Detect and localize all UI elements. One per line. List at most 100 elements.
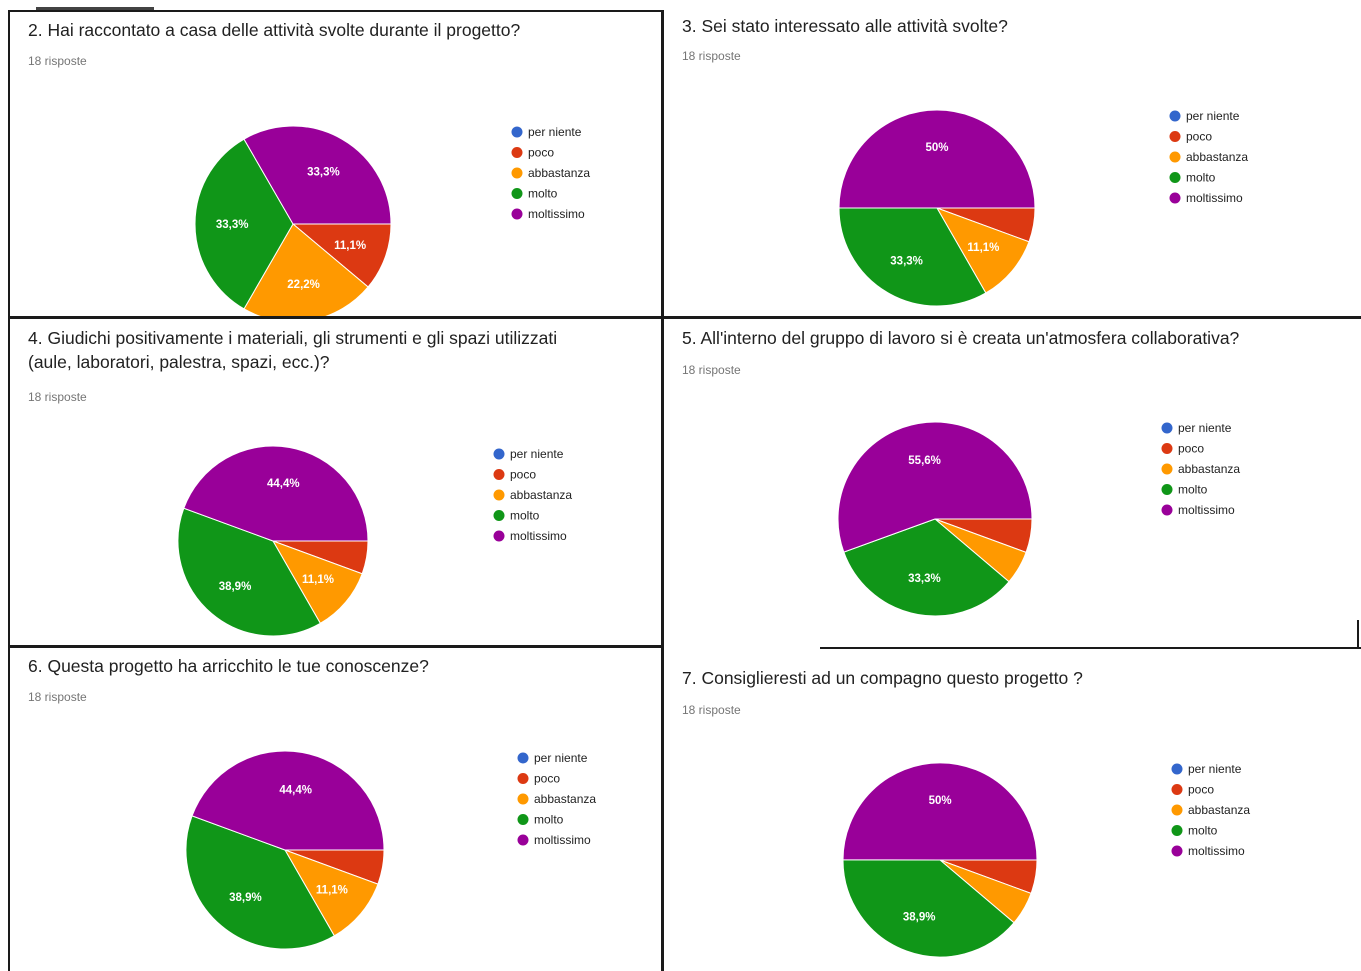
legend-swatch: [1171, 763, 1183, 775]
question-title: 7. Consiglieresti ad un compagno questo …: [682, 668, 1083, 688]
legend-swatch: [1169, 110, 1181, 122]
pie-slice-abbastanza: [935, 207, 1030, 294]
slice-data-label: 38,9%: [219, 581, 252, 593]
pie-chart: 11,1% 22,2% 33,3% 33,3% per niente poco abbast…: [194, 125, 590, 316]
legend-swatch: [1161, 443, 1173, 454]
slice-data-label: 33,3%: [908, 573, 941, 585]
chart-panel-5: 5. All'interno del gruppo di lavoro si è…: [664, 320, 1361, 645]
pie-slice-molto: [838, 207, 987, 307]
table-border: [8, 10, 661, 12]
legend-swatch: [1171, 804, 1183, 816]
table-border: [8, 645, 661, 648]
legend-label: abbastanza: [1186, 150, 1248, 164]
pie-slice-moltissimo: [838, 109, 1036, 209]
legend-label: abbastanza: [534, 792, 596, 806]
legend-label: per niente: [534, 751, 588, 765]
slice-data-label: 33,3%: [216, 219, 249, 231]
legend-swatch: [511, 126, 523, 138]
slice-data-label: 38,9%: [229, 892, 262, 904]
legend-swatch: [493, 510, 505, 521]
legend-label: moltissimo: [510, 529, 567, 543]
legend-swatch: [493, 469, 505, 480]
chart-panel-7: 7. Consiglieresti ad un compagno questo …: [664, 648, 1361, 971]
legend-label: per niente: [1186, 109, 1240, 123]
pie-slice-poco: [291, 223, 392, 288]
pie-slice-moltissimo: [243, 125, 392, 225]
pie-chart: 11,1% 33,3% 50% per niente poco abbastanza mol…: [838, 109, 1248, 307]
slice-data-label: 50%: [929, 795, 952, 807]
legend-swatch: [1161, 463, 1173, 475]
legend-swatch: [1169, 172, 1181, 183]
slice-data-label: 50%: [925, 142, 948, 154]
slice-data-label: 44,4%: [279, 785, 312, 797]
legend-swatch: [517, 793, 529, 805]
pie-slice-abbastanza: [283, 849, 379, 937]
legend-swatch: [1169, 131, 1181, 142]
legend-swatch: [517, 834, 529, 846]
cropped-heading-fragment: [0, 0, 160, 10]
legend-swatch: [1169, 151, 1181, 163]
legend-swatch: [1169, 192, 1181, 204]
legend-swatch: [1171, 825, 1183, 836]
slice-data-label: 33,3%: [307, 166, 340, 178]
legend-label: poco: [1188, 783, 1214, 797]
pie-slice-molto: [842, 859, 1015, 958]
table-border: [1357, 620, 1359, 648]
table-border: [820, 647, 1361, 649]
slice-data-label: 11,1%: [302, 574, 334, 586]
question-title: 6. Questa progetto ha arricchito le tue …: [28, 656, 429, 676]
legend-label: molto: [1188, 824, 1218, 838]
legend-label: molto: [534, 813, 564, 827]
legend-label: molto: [1186, 171, 1216, 185]
legend-swatch: [517, 752, 529, 764]
chart-panel-2: 2. Hai raccontato a casa delle attività …: [10, 12, 661, 316]
question-title: 5. All'interno del gruppo di lavoro si è…: [682, 328, 1240, 348]
legend-label: abbastanza: [1188, 803, 1250, 817]
legend-label: abbastanza: [1178, 462, 1240, 476]
legend-label: moltissimo: [1178, 503, 1235, 517]
legend-swatch: [517, 773, 529, 784]
response-count: 18 risposte: [28, 690, 87, 704]
response-count: 18 risposte: [28, 54, 87, 68]
slice-data-label: 38,9%: [903, 911, 936, 923]
legend-swatch: [511, 208, 523, 220]
pie-chart: 38,9% 50% per niente poco abbastanza molto mol…: [842, 762, 1250, 958]
legend-swatch: [517, 814, 529, 825]
response-count: 18 risposte: [682, 363, 741, 377]
legend-label: molto: [528, 187, 558, 201]
pie-slice-molto: [185, 815, 336, 950]
pie-slice-abbastanza: [243, 223, 369, 316]
chart-panel-4: 4. Giudichi positivamente i materiali, g…: [10, 320, 661, 645]
legend-label: poco: [1178, 442, 1204, 456]
legend-swatch: [493, 448, 505, 460]
slice-data-label: 11,1%: [316, 885, 348, 897]
question-title: 2. Hai raccontato a casa delle attività …: [28, 20, 521, 40]
response-count: 18 risposte: [682, 49, 741, 63]
legend-label: poco: [534, 772, 560, 786]
table-border: [8, 10, 10, 971]
legend-swatch: [511, 147, 523, 158]
legend-swatch: [1171, 845, 1183, 857]
table-border: [661, 10, 664, 971]
legend-label: molto: [1178, 483, 1208, 497]
chart-panel-3: 3. Sei stato interessato alle attività s…: [664, 12, 1361, 316]
pie-slice-abbastanza: [271, 540, 363, 625]
chart-panel-6: 6. Questa progetto ha arricchito le tue …: [10, 648, 661, 971]
legend-swatch: [1171, 784, 1183, 795]
legend-swatch: [511, 188, 523, 199]
table-border: [8, 316, 1361, 319]
legend-swatch: [493, 530, 505, 542]
legend-label: per niente: [1178, 421, 1232, 435]
legend-swatch: [1161, 422, 1173, 434]
pie-slice-moltissimo: [837, 421, 1033, 553]
pie-slice-moltissimo: [183, 445, 369, 542]
legend-label: moltissimo: [534, 833, 591, 847]
legend-swatch: [493, 489, 505, 501]
slice-data-label: 11,1%: [967, 242, 999, 254]
legend-label: per niente: [528, 125, 582, 139]
pie-chart: 11,1% 38,9% 44,4% per niente poco abbastanza m…: [185, 750, 596, 950]
pie-slice-molto: [843, 518, 1010, 617]
legend-label: poco: [510, 468, 536, 482]
pie-slice-moltissimo: [191, 750, 385, 851]
